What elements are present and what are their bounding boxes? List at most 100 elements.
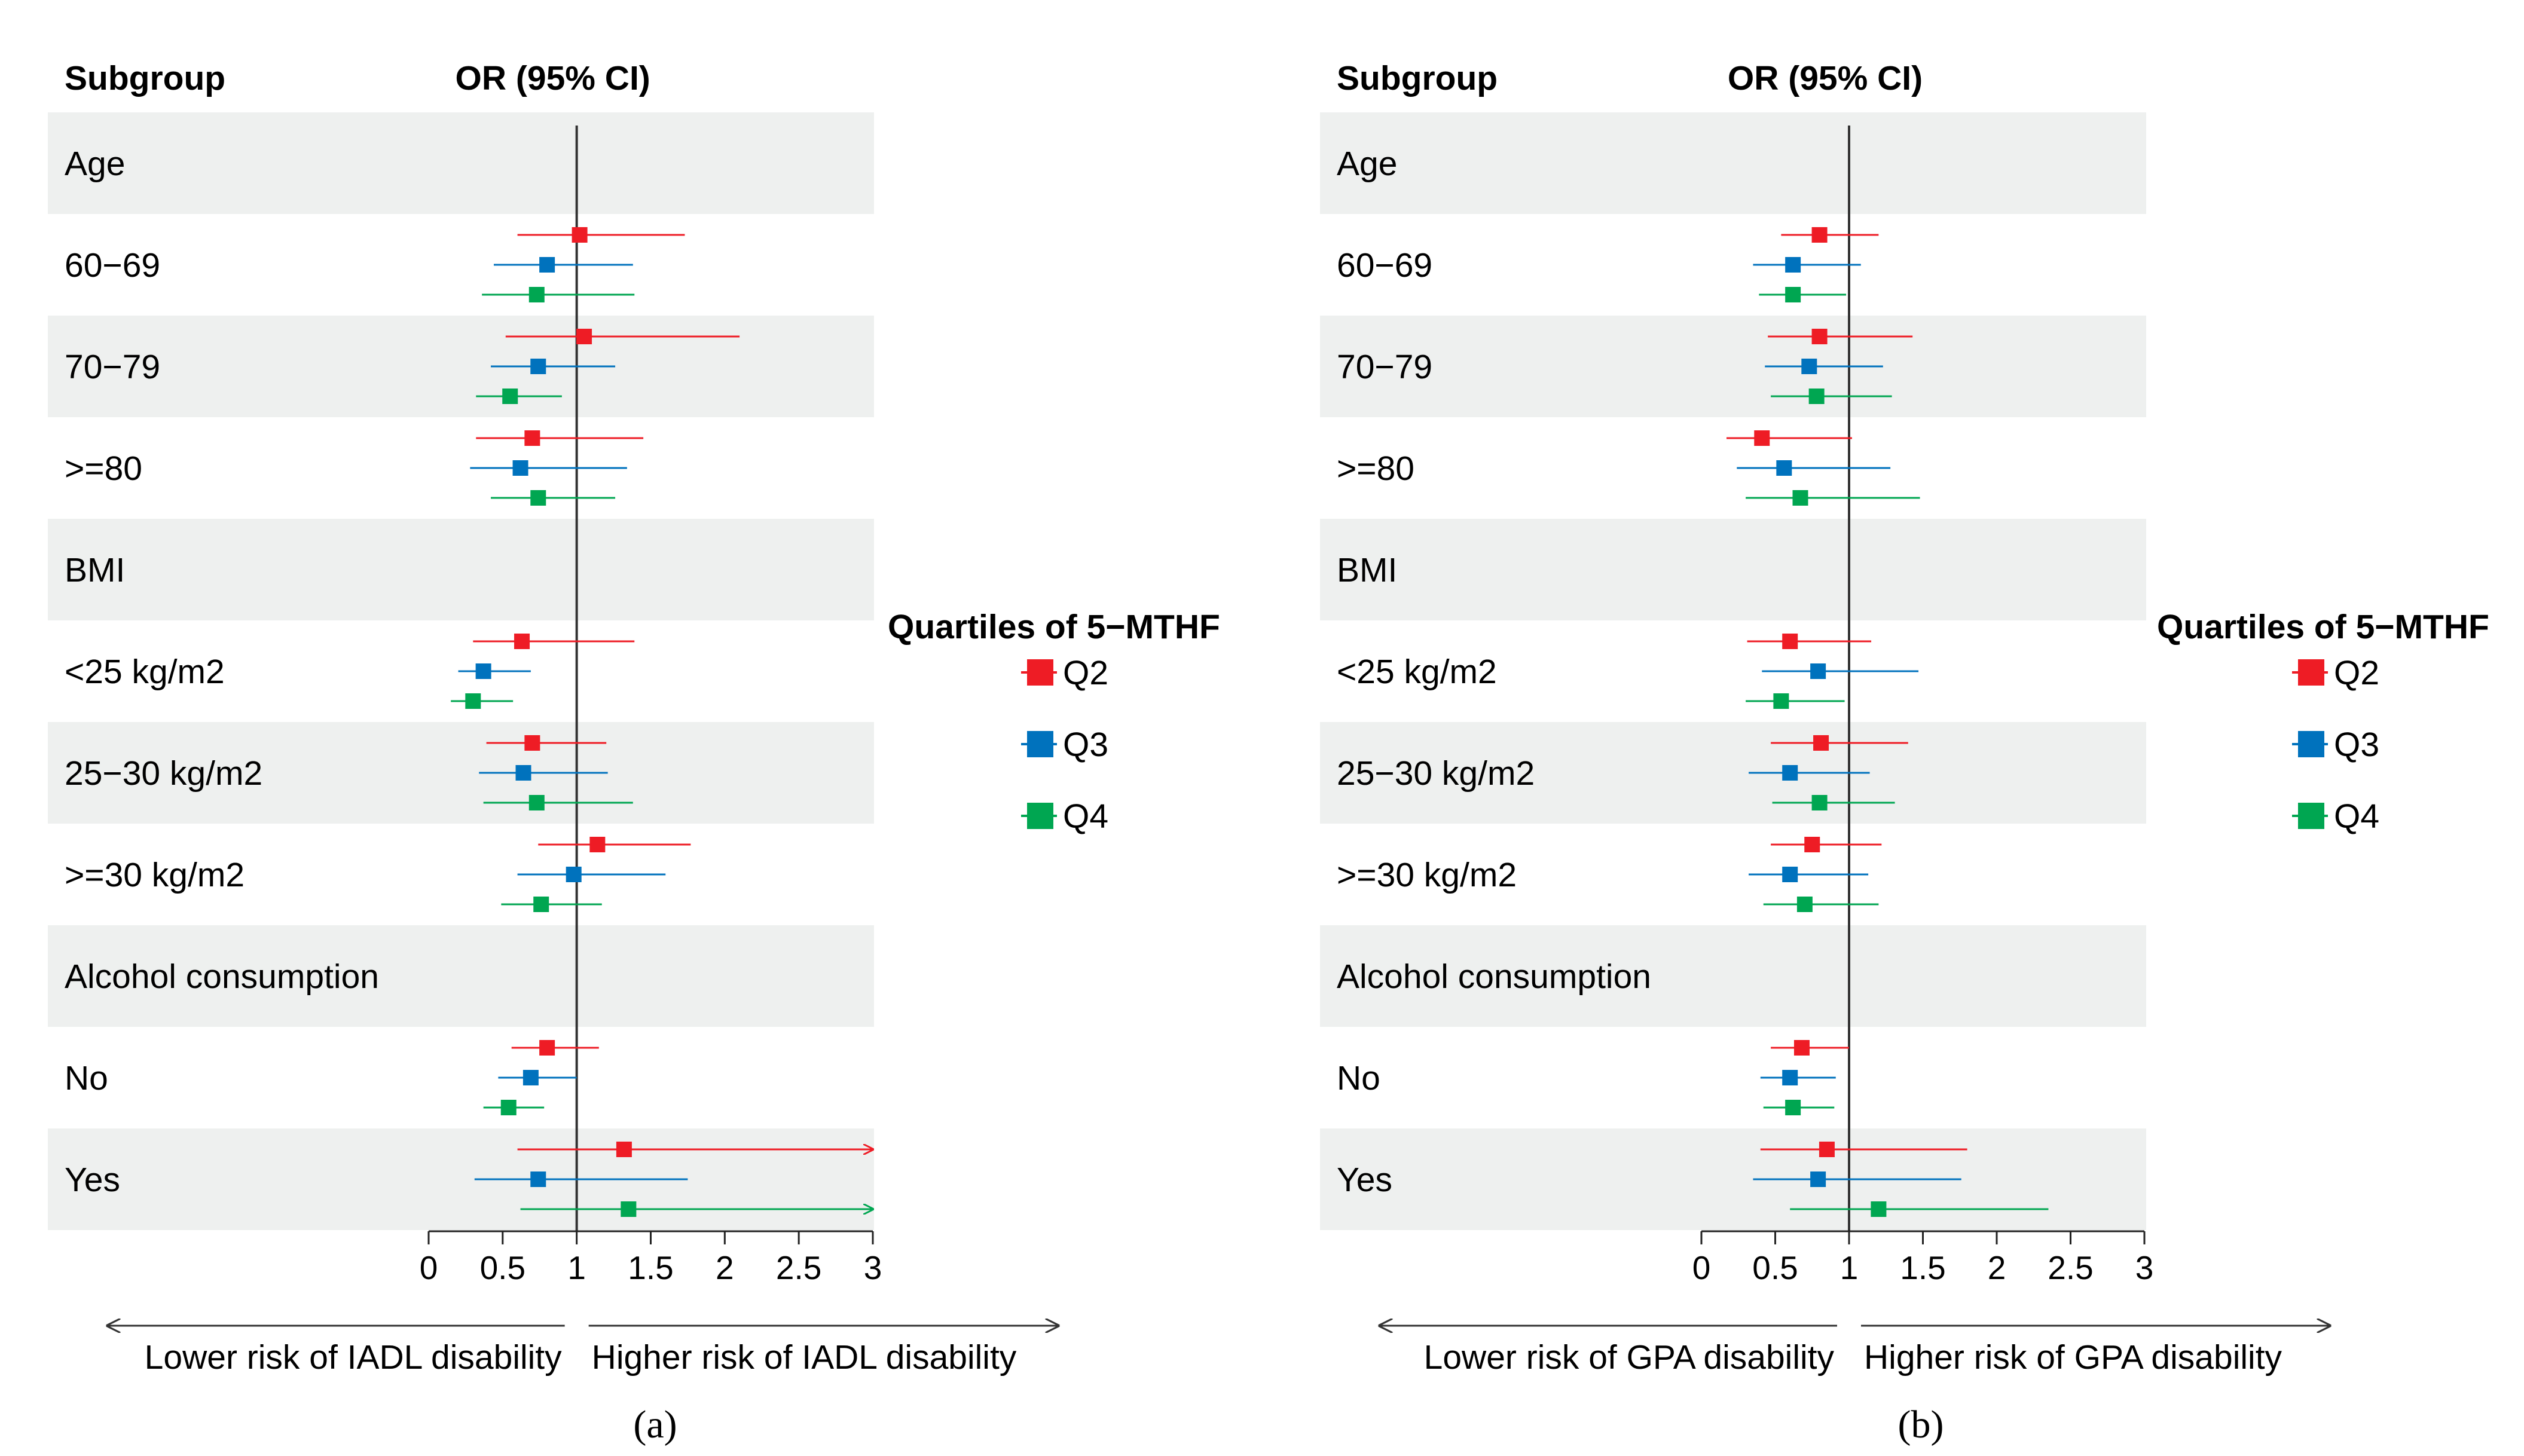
panel-letter: (a): [633, 1403, 677, 1446]
point-estimate-q3: [530, 359, 546, 374]
point-estimate-q2: [616, 1142, 632, 1157]
point-estimate-q2: [1804, 837, 1820, 852]
legend-key-q2: [2298, 659, 2324, 686]
forest-panel-b: Subgroup OR (95% CI) Age 60−69 70−79 >=80 BMI <…: [1320, 59, 2489, 1446]
higher-risk-label: Higher risk of GPA disability: [1864, 1338, 2282, 1377]
point-estimate-q2: [576, 329, 592, 344]
point-estimate-q4: [502, 389, 518, 404]
subgroup-category-label: Alcohol consumption: [1337, 958, 1651, 996]
x-tick-label: 0.5: [1752, 1249, 1798, 1286]
x-tick-label: 1.5: [628, 1249, 673, 1286]
point-estimate-q2: [524, 735, 540, 751]
point-estimate-q2: [1782, 634, 1798, 649]
point-estimate-q3: [1810, 663, 1826, 679]
point-estimate-q3: [1776, 460, 1792, 476]
point-estimate-q3: [1782, 1070, 1798, 1085]
legend-key-q3: [1027, 731, 1053, 757]
subgroup-row-label: 25−30 kg/m2: [1337, 754, 1535, 793]
point-estimate-q3: [475, 663, 491, 679]
lower-risk-label: Lower risk of IADL disability: [145, 1338, 562, 1377]
point-estimate-q2: [539, 1040, 555, 1056]
point-estimate-q4: [530, 490, 546, 506]
point-estimate-q4: [1792, 490, 1808, 506]
forest-panel-a: Subgroup OR (95% CI) Age 60−69 70−79 >=80 BMI <…: [48, 59, 1220, 1446]
subgroup-category-label: Age: [65, 145, 125, 183]
subgroup-category-label: Alcohol consumption: [65, 958, 379, 996]
row-band: [48, 1128, 874, 1230]
row-band: [48, 722, 874, 824]
subgroup-row-label: >=30 kg/m2: [1337, 856, 1517, 894]
row-band: [48, 112, 874, 214]
legend-label: Q3: [2334, 726, 2379, 764]
point-estimate-q2: [514, 634, 530, 649]
row-band: [1320, 722, 2146, 824]
row-band: [1320, 316, 2146, 417]
point-estimate-q4: [1796, 897, 1813, 912]
or-header: OR (95% CI): [456, 59, 650, 97]
legend-key-q4: [1027, 803, 1053, 829]
point-estimate-q2: [589, 837, 606, 852]
point-estimate-q2: [1819, 1142, 1835, 1157]
subgroup-row-label: 60−69: [1337, 246, 1432, 285]
subgroup-row-label: >=80: [65, 449, 142, 488]
subgroup-row-label: No: [65, 1059, 108, 1097]
legend-title: Quartiles of 5−MTHF: [888, 608, 1220, 646]
point-estimate-q2: [1754, 430, 1770, 446]
x-tick-label: 1.5: [1900, 1249, 1945, 1286]
point-estimate-q3: [530, 1171, 546, 1187]
subgroup-row-label: Yes: [1337, 1161, 1392, 1199]
x-tick-label: 0.5: [480, 1249, 525, 1286]
subgroup-row-label: >=30 kg/m2: [65, 856, 245, 894]
subgroup-category-label: BMI: [1337, 551, 1397, 589]
subgroup-row-label: >=80: [1337, 449, 1414, 488]
legend-title: Quartiles of 5−MTHF: [2157, 608, 2489, 646]
subgroup-row-label: 70−79: [1337, 348, 1432, 386]
subgroup-category-label: BMI: [65, 551, 125, 589]
or-header: OR (95% CI): [1728, 59, 1923, 97]
x-tick-label: 1: [567, 1249, 586, 1286]
panel-letter: (b): [1898, 1403, 1944, 1446]
subgroup-row-label: <25 kg/m2: [65, 653, 225, 691]
point-estimate-q4: [465, 693, 481, 709]
point-estimate-q3: [1785, 257, 1801, 273]
point-estimate-q3: [1782, 765, 1798, 781]
point-estimate-q4: [528, 795, 545, 810]
subgroup-header: Subgroup: [1337, 59, 1498, 97]
row-band: [48, 519, 874, 620]
row-band: [1320, 112, 2146, 214]
legend-label: Q2: [1063, 654, 1108, 692]
point-estimate-q4: [528, 287, 545, 302]
point-estimate-q4: [1773, 693, 1789, 709]
x-tick-label: 3: [864, 1249, 882, 1286]
point-estimate-q4: [1811, 795, 1828, 810]
x-tick-label: 2: [716, 1249, 734, 1286]
point-estimate-q3: [522, 1070, 539, 1085]
x-tick-label: 0: [1692, 1249, 1711, 1286]
legend-label: Q2: [2334, 654, 2379, 692]
row-band: [1320, 1128, 2146, 1230]
legend-key-q4: [2298, 803, 2324, 829]
legend-label: Q3: [1063, 726, 1108, 764]
x-tick-label: 2: [1988, 1249, 2006, 1286]
point-estimate-q4: [533, 897, 549, 912]
higher-risk-label: Higher risk of IADL disability: [592, 1338, 1017, 1377]
subgroup-row-label: 60−69: [65, 246, 160, 285]
x-tick-label: 2.5: [2048, 1249, 2093, 1286]
point-estimate-q4: [500, 1100, 517, 1115]
point-estimate-q2: [524, 430, 540, 446]
point-estimate-q3: [539, 257, 555, 273]
legend-label: Q4: [1063, 797, 1108, 836]
point-estimate-q3: [1801, 359, 1817, 374]
point-estimate-q2: [1793, 1040, 1810, 1056]
subgroup-row-label: <25 kg/m2: [1337, 653, 1497, 691]
point-estimate-q3: [566, 867, 582, 882]
subgroup-row-label: Yes: [65, 1161, 120, 1199]
x-tick-label: 0: [420, 1249, 438, 1286]
row-band: [1320, 519, 2146, 620]
point-estimate-q4: [1785, 287, 1801, 302]
legend-key-q3: [2298, 731, 2324, 757]
legend-key-q2: [1027, 659, 1053, 686]
point-estimate-q3: [1810, 1171, 1826, 1187]
point-estimate-q2: [572, 227, 588, 243]
